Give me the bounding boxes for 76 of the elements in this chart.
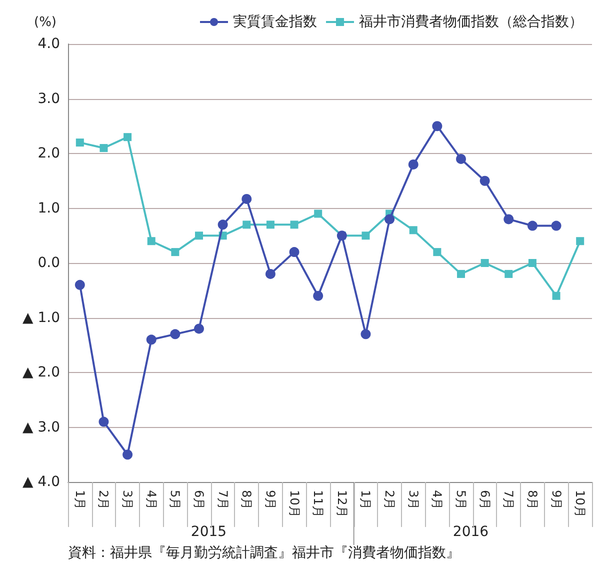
point	[100, 144, 108, 152]
x-tick-label: 4月	[430, 490, 444, 510]
point	[76, 138, 84, 147]
x-tick-label: 12月	[334, 490, 349, 518]
x-tick-label: 10月	[573, 490, 588, 518]
x-tick-label: 6月	[192, 490, 206, 510]
x-tick-label: 3月	[406, 490, 420, 510]
y-tick-label: ▲ 1.0	[22, 310, 60, 326]
x-tick-label: 4月	[144, 490, 158, 510]
point	[360, 329, 371, 340]
point	[194, 324, 204, 334]
point	[480, 259, 489, 267]
x-tick-label: 1月	[358, 490, 373, 510]
legend-label: 福井市消費者物価指数（総合指数）	[359, 14, 583, 30]
point	[432, 121, 442, 132]
x-tick-label: 2月	[382, 490, 397, 510]
point	[124, 133, 132, 142]
x-tick-label: 9月	[263, 490, 278, 510]
point	[504, 214, 514, 224]
point	[195, 232, 203, 240]
y-tick-label: 4.0	[38, 36, 60, 52]
point	[528, 259, 536, 267]
point	[146, 334, 156, 345]
x-tick-label: 10月	[287, 490, 302, 518]
point	[266, 220, 274, 229]
x-tick-label: 3月	[120, 490, 135, 510]
point	[576, 237, 584, 246]
point	[552, 292, 560, 300]
legend-label: 実質賃金指数	[233, 14, 317, 30]
point	[242, 194, 252, 204]
x-tick-label: 2月	[96, 490, 111, 510]
y-tick-label: ▲ 4.0	[22, 474, 60, 490]
point	[314, 210, 322, 218]
y-tick-label: ▲ 2.0	[22, 364, 60, 380]
text: 2015	[190, 524, 227, 540]
point	[527, 220, 538, 231]
x-tick-label: 7月	[216, 490, 230, 510]
point	[457, 270, 465, 278]
point	[74, 280, 85, 290]
point	[218, 220, 228, 230]
point	[122, 450, 133, 460]
point	[433, 248, 442, 256]
point	[313, 290, 324, 301]
point	[290, 220, 298, 229]
point	[551, 220, 562, 231]
x-tick-label: 6月	[478, 490, 492, 510]
y-tick-label: 3.0	[38, 90, 60, 107]
point	[480, 176, 490, 186]
y-axis-title: (%)	[34, 15, 56, 30]
point	[170, 329, 180, 340]
x-tick-label: 9月	[549, 490, 564, 510]
point	[504, 270, 513, 278]
x-tick-label: 11月	[311, 490, 326, 518]
point	[362, 232, 370, 240]
point	[384, 214, 395, 224]
y-tick-label: ▲ 3.0	[22, 419, 60, 436]
x-tick-label: 5月	[168, 490, 182, 510]
y-tick-label: 2.0	[38, 146, 60, 162]
point	[171, 248, 180, 256]
text: 2016	[452, 524, 489, 540]
x-tick-label: 5月	[454, 490, 468, 510]
point	[289, 247, 300, 258]
point	[265, 268, 276, 279]
point	[408, 159, 418, 170]
point	[409, 226, 418, 234]
point	[456, 154, 466, 164]
x-tick-label: 7月	[502, 490, 516, 510]
x-tick-label: 8月	[240, 490, 254, 510]
point	[98, 416, 109, 427]
point	[147, 237, 156, 246]
y-tick-label: 1.0	[38, 200, 60, 216]
x-tick-label: 1月	[72, 490, 87, 510]
text: 資料：福井県『毎月勤労統計調査』福井市『消費者物価指数』	[68, 545, 460, 561]
point	[242, 220, 251, 229]
x-tick-label: 8月	[525, 490, 540, 510]
y-tick-label: 0.0	[38, 255, 60, 271]
